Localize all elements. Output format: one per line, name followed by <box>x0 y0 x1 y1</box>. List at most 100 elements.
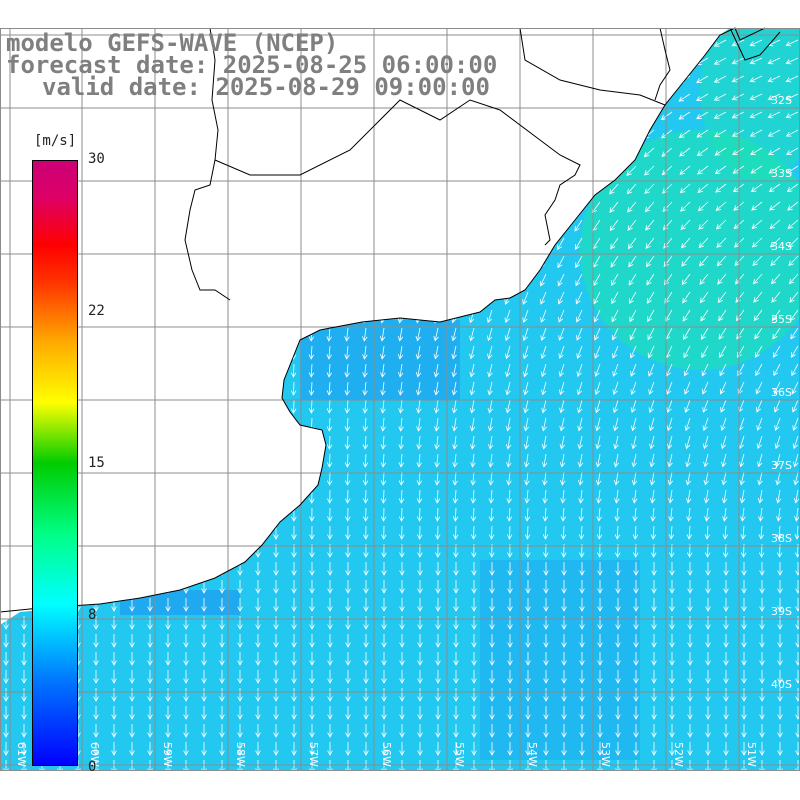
wind-arrow <box>399 525 405 540</box>
wind-arrow <box>525 562 531 576</box>
wind-arrow <box>723 580 729 594</box>
latitude-labels: 32S 33S 34S 35S 36S 37S 38S 39S 40S <box>771 94 792 691</box>
wind-arrow <box>309 706 315 720</box>
wind-arrow <box>453 670 459 684</box>
wind-arrow <box>435 706 441 720</box>
wind-arrow <box>685 471 691 486</box>
wind-arrow <box>575 309 583 323</box>
wind-arrow <box>678 111 691 120</box>
wind-arrow <box>614 507 620 522</box>
wind-arrow <box>785 111 799 119</box>
wind-arrow <box>633 760 639 770</box>
wind-arrow <box>702 417 709 432</box>
wind-arrow <box>647 345 655 359</box>
wind-arrow <box>255 670 261 684</box>
wind-arrow <box>3 652 9 666</box>
wind-arrow <box>345 760 351 770</box>
border-line-1 <box>184 27 231 301</box>
wind-arrow <box>345 598 351 612</box>
wind-arrow <box>679 147 691 157</box>
wind-arrow <box>750 183 763 193</box>
wind-arrow <box>741 688 747 702</box>
lon-label: 58W <box>234 742 247 767</box>
lon-label: 52W <box>672 742 685 767</box>
wind-arrow <box>597 724 603 738</box>
wind-arrow <box>792 435 799 450</box>
wind-arrow <box>488 525 495 540</box>
wind-arrow <box>255 562 261 576</box>
wind-arrow <box>327 670 333 684</box>
wind-arrow <box>129 688 135 702</box>
wind-arrow <box>417 598 423 612</box>
wind-arrow <box>613 471 620 486</box>
wind-arrow <box>147 652 153 666</box>
wind-arrow <box>415 327 421 342</box>
wind-arrow <box>344 327 350 342</box>
lat-label: 37S <box>771 459 792 472</box>
wind-arrow <box>701 345 709 359</box>
wind-arrow <box>702 399 709 413</box>
title-model: modelo GEFS-WAVE (NCEP) <box>6 29 339 57</box>
wind-arrow <box>543 688 549 702</box>
wind-arrow <box>793 489 800 504</box>
wind-arrow <box>651 724 657 738</box>
wind-arrow <box>543 652 549 666</box>
wind-arrow <box>470 453 476 468</box>
wind-arrow <box>470 471 476 486</box>
lat-label: 40S <box>771 678 792 691</box>
wind-arrow <box>775 471 781 486</box>
wind-arrow <box>631 471 638 486</box>
wind-arrow <box>416 417 422 432</box>
wind-arrow <box>399 652 405 666</box>
wind-arrow <box>291 688 297 702</box>
wind-arrow <box>648 363 655 377</box>
wind-arrow <box>597 616 603 630</box>
wind-arrow <box>525 670 531 684</box>
wind-arrow <box>398 399 404 414</box>
wind-arrow <box>732 147 745 156</box>
wind-arrow <box>524 471 530 486</box>
wind-arrow <box>596 489 602 504</box>
ocean-darker-patch <box>300 320 460 400</box>
wind-arrow <box>363 616 369 630</box>
wind-arrow <box>705 562 711 576</box>
wind-arrow <box>792 417 799 431</box>
wind-arrow <box>714 165 727 175</box>
wind-arrow <box>644 165 655 176</box>
wind-arrow <box>93 706 99 720</box>
wind-arrow <box>610 237 619 250</box>
wind-arrow <box>627 201 637 213</box>
border-line-3 <box>519 27 666 106</box>
wind-arrow <box>561 580 567 594</box>
wind-arrow <box>363 742 369 756</box>
wind-arrow <box>594 363 601 378</box>
colorbar-tick-0: 0 <box>88 759 97 775</box>
wind-arrow <box>452 453 458 468</box>
lon-label: 53W <box>599 742 612 767</box>
wind-arrow <box>434 435 440 450</box>
wind-arrow <box>767 75 781 83</box>
wind-arrow <box>165 634 171 648</box>
wind-arrow <box>147 760 153 770</box>
wind-arrow <box>574 237 583 250</box>
wind-arrow <box>345 580 351 594</box>
wind-arrow <box>417 616 423 630</box>
wind-arrow <box>255 688 261 702</box>
wind-arrow <box>165 652 171 666</box>
wind-arrow <box>750 147 763 156</box>
wind-arrow <box>609 219 619 232</box>
ocean-green-patch <box>580 130 800 370</box>
wind-arrow <box>751 201 763 211</box>
wind-arrow <box>669 742 675 756</box>
wind-arrow <box>201 652 207 666</box>
wind-arrow <box>273 580 279 594</box>
wind-arrow <box>255 616 261 630</box>
wind-arrow <box>489 742 495 756</box>
wind-arrow <box>417 670 423 684</box>
wind-arrow <box>561 760 567 770</box>
wind-arrow <box>201 706 207 720</box>
lon-label: 51W <box>745 742 758 767</box>
wind-arrow <box>451 363 457 378</box>
lat-label: 36S <box>771 386 792 399</box>
wind-arrow <box>237 760 243 770</box>
